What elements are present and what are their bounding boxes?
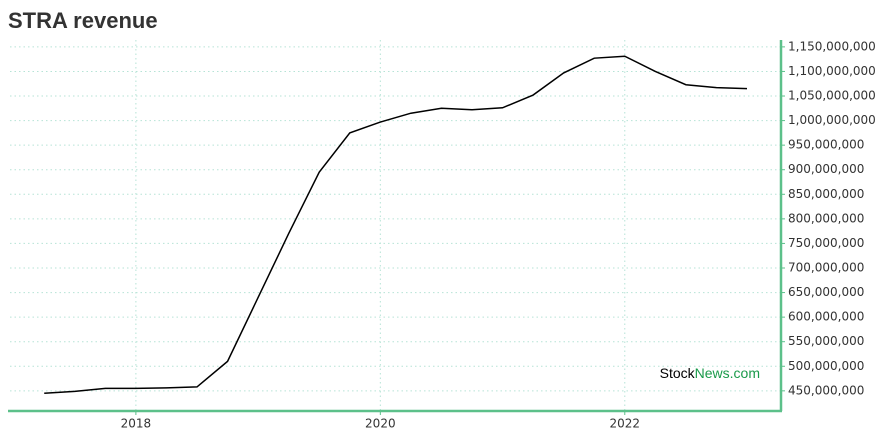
chart-title: STRA revenue [8, 8, 158, 33]
y-tick-label: 500,000,000 [788, 359, 864, 373]
y-tick-label: 850,000,000 [788, 187, 864, 201]
y-tick-label: 750,000,000 [788, 236, 864, 250]
y-tick-label: 600,000,000 [788, 310, 864, 324]
y-tick-label: 550,000,000 [788, 334, 864, 348]
y-tick-label: 800,000,000 [788, 211, 864, 225]
series-line [44, 55, 748, 395]
y-tick-label: 1,050,000,000 [788, 89, 876, 103]
y-tick-label: 1,150,000,000 [788, 39, 876, 53]
y-tick-label: 700,000,000 [788, 260, 864, 274]
y-tick-label: 450,000,000 [788, 383, 864, 397]
y-tick-label: 1,000,000,000 [788, 113, 876, 127]
watermark-part: News.com [695, 365, 760, 381]
x-tick-label: 2022 [610, 417, 641, 431]
y-tick-label: 950,000,000 [788, 138, 864, 152]
watermark: StockNews.com [660, 365, 760, 381]
watermark-part: Stock [660, 365, 696, 381]
x-tick-label: 2018 [121, 417, 152, 431]
y-tick-label: 900,000,000 [788, 162, 864, 176]
y-tick-label: 650,000,000 [788, 285, 864, 299]
y-tick-label: 1,100,000,000 [788, 64, 876, 78]
x-tick-label: 2020 [365, 417, 396, 431]
